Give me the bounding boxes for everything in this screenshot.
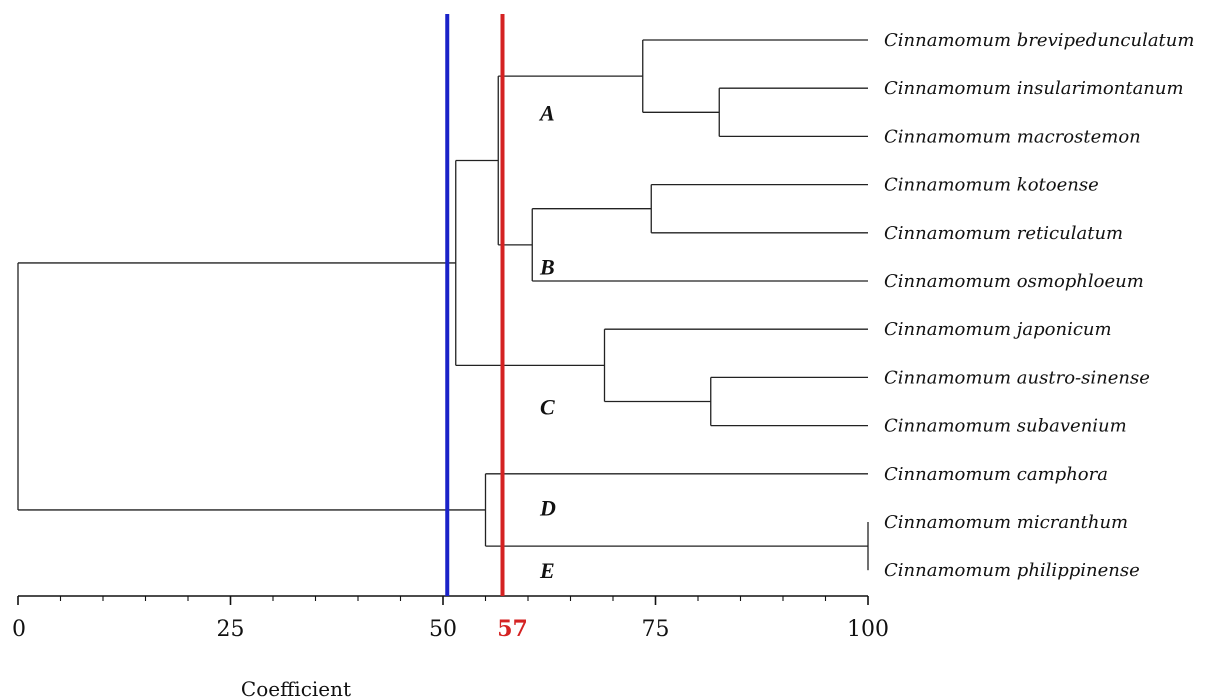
x-tick-label: 50 <box>429 617 457 642</box>
leaf-label: Cinnamomum philippinense <box>884 560 1140 581</box>
x-axis-title: Coefficient <box>241 677 351 698</box>
x-tick-label: 25 <box>217 617 245 642</box>
x-tick-label: 75 <box>642 617 670 642</box>
x-tick-label: 100 <box>847 617 889 642</box>
leaf-label: Cinnamomum osmophloeum <box>884 271 1144 292</box>
leaf-label: Cinnamomum subavenium <box>884 416 1127 437</box>
leaf-label: Cinnamomum reticulatum <box>884 223 1123 244</box>
leaf-label: Cinnamomum brevipedunculatum <box>884 30 1194 51</box>
cluster-label: D <box>539 496 556 521</box>
cluster-label: E <box>539 558 555 583</box>
cluster-label: A <box>538 100 555 125</box>
leaf-label: Cinnamomum macrostemon <box>884 126 1141 147</box>
leaf-label: Cinnamomum japonicum <box>884 319 1112 340</box>
cut-line-label: 57 <box>497 616 528 642</box>
x-tick-label: 0 <box>12 617 26 642</box>
leaf-label: Cinnamomum austro-sinense <box>884 367 1150 388</box>
cluster-label: B <box>539 255 555 280</box>
cluster-label: C <box>540 394 555 419</box>
leaf-label: Cinnamomum micranthum <box>884 512 1128 533</box>
leaf-label: Cinnamomum insularimontanum <box>884 78 1184 99</box>
leaf-label: Cinnamomum camphora <box>884 464 1108 485</box>
leaf-label: Cinnamomum kotoense <box>884 175 1099 196</box>
